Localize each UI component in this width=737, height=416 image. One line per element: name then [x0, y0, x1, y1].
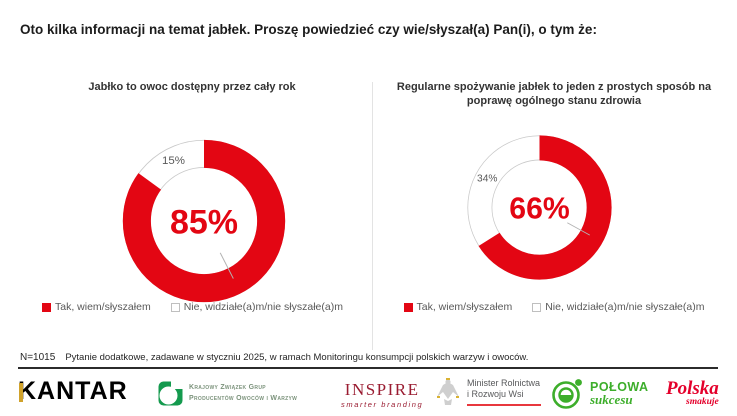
donut-chart-left: 85% 15%	[119, 136, 289, 306]
svg-text:85%: 85%	[170, 204, 238, 242]
legend-swatch-no	[170, 302, 180, 312]
footnote-text: Pytanie dodatkowe, zadawane w styczniu 2…	[65, 352, 529, 363]
page-title: Oto kilka informacji na temat jabłek. Pr…	[20, 22, 597, 37]
legend-label-no: Nie, widziałe(a)m/nie słyszałe(a)m	[183, 301, 343, 313]
kzgpow-apple-icon	[158, 381, 183, 406]
legend-item-yes: Tak, wiem/słyszałem	[403, 301, 513, 313]
chart-title-right: Regularne spożywanie jabłek to jeden z p…	[396, 81, 712, 108]
polowa-line1: POŁOWA	[590, 380, 649, 395]
inspire-tagline: smarter branding	[341, 400, 424, 409]
svg-text:34%: 34%	[477, 173, 497, 184]
footnote: N=1015 Pytanie dodatkowe, zadawane w styc…	[20, 352, 528, 363]
donut-chart-right: 66% 34%	[464, 132, 615, 283]
legend-label-yes: Tak, wiem/słyszałem	[416, 301, 513, 313]
kzgpow-logo: Krajowy Związek Grup Producentów Owoców …	[158, 381, 297, 406]
vertical-divider	[372, 82, 373, 350]
legend-item-no: Nie, widziałe(a)m/nie słyszałe(a)m	[532, 301, 704, 313]
minister-logo-text: Minister Rolnictwa i Rozwoju Wsi	[467, 378, 541, 401]
polowa-line2: sukcesu	[590, 391, 633, 407]
polska-line2: smakuje	[686, 397, 719, 407]
kantar-logo: KANTAR	[18, 379, 128, 404]
footer-rule	[18, 367, 718, 369]
minister-line1: Minister Rolnictwa	[467, 377, 541, 388]
kantar-gold-bar-icon	[19, 383, 23, 402]
legend-label-no: Nie, widziałe(a)m/nie słyszałe(a)m	[545, 301, 705, 313]
polowa-apple-icon	[552, 379, 582, 409]
legend-left: Tak, wiem/słyszałem Nie, widziałe(a)m/ni…	[20, 301, 365, 313]
minister-logo: Minister Rolnictwa i Rozwoju Wsi	[436, 377, 541, 407]
legend-item-no: Nie, widziałe(a)m/nie słyszałe(a)m	[170, 301, 343, 313]
legend-swatch-yes	[403, 302, 413, 312]
polowa-sukcesu-logo: POŁOWA sukcesu	[551, 377, 649, 410]
polska-smakuje-logo: Polska smakuje	[666, 379, 719, 407]
legend-right: Tak, wiem/słyszałem Nie, widziałe(a)m/ni…	[378, 301, 730, 313]
polska-line1: Polska	[666, 378, 719, 399]
kzgpow-logo-text: Krajowy Związek Grup Producentów Owoców …	[189, 383, 297, 404]
minister-red-bar	[467, 403, 541, 407]
minister-line2: i Rozwoju Wsi	[467, 389, 524, 400]
polish-eagle-icon	[437, 378, 459, 405]
legend-swatch-no	[532, 302, 542, 312]
chart-title-left: Jabłko to owoc dostępny przez cały rok	[88, 81, 296, 93]
legend-swatch-yes	[42, 302, 51, 312]
legend-label-yes: Tak, wiem/słyszałem	[55, 301, 151, 313]
legend-item-yes: Tak, wiem/słyszałem	[42, 301, 151, 313]
kzgpow-line1: Krajowy Związek Grup	[189, 384, 266, 391]
kantar-logo-text: KANTAR	[18, 377, 128, 405]
svg-text:15%: 15%	[162, 155, 185, 167]
kzgpow-line2: Producentów Owoców i Warzyw	[189, 394, 298, 402]
inspire-logo: INSPIRE smarter branding	[341, 381, 423, 409]
sample-size: N=1015	[20, 352, 56, 363]
inspire-logo-text: INSPIRE	[344, 380, 420, 399]
svg-text:66%: 66%	[509, 193, 570, 226]
